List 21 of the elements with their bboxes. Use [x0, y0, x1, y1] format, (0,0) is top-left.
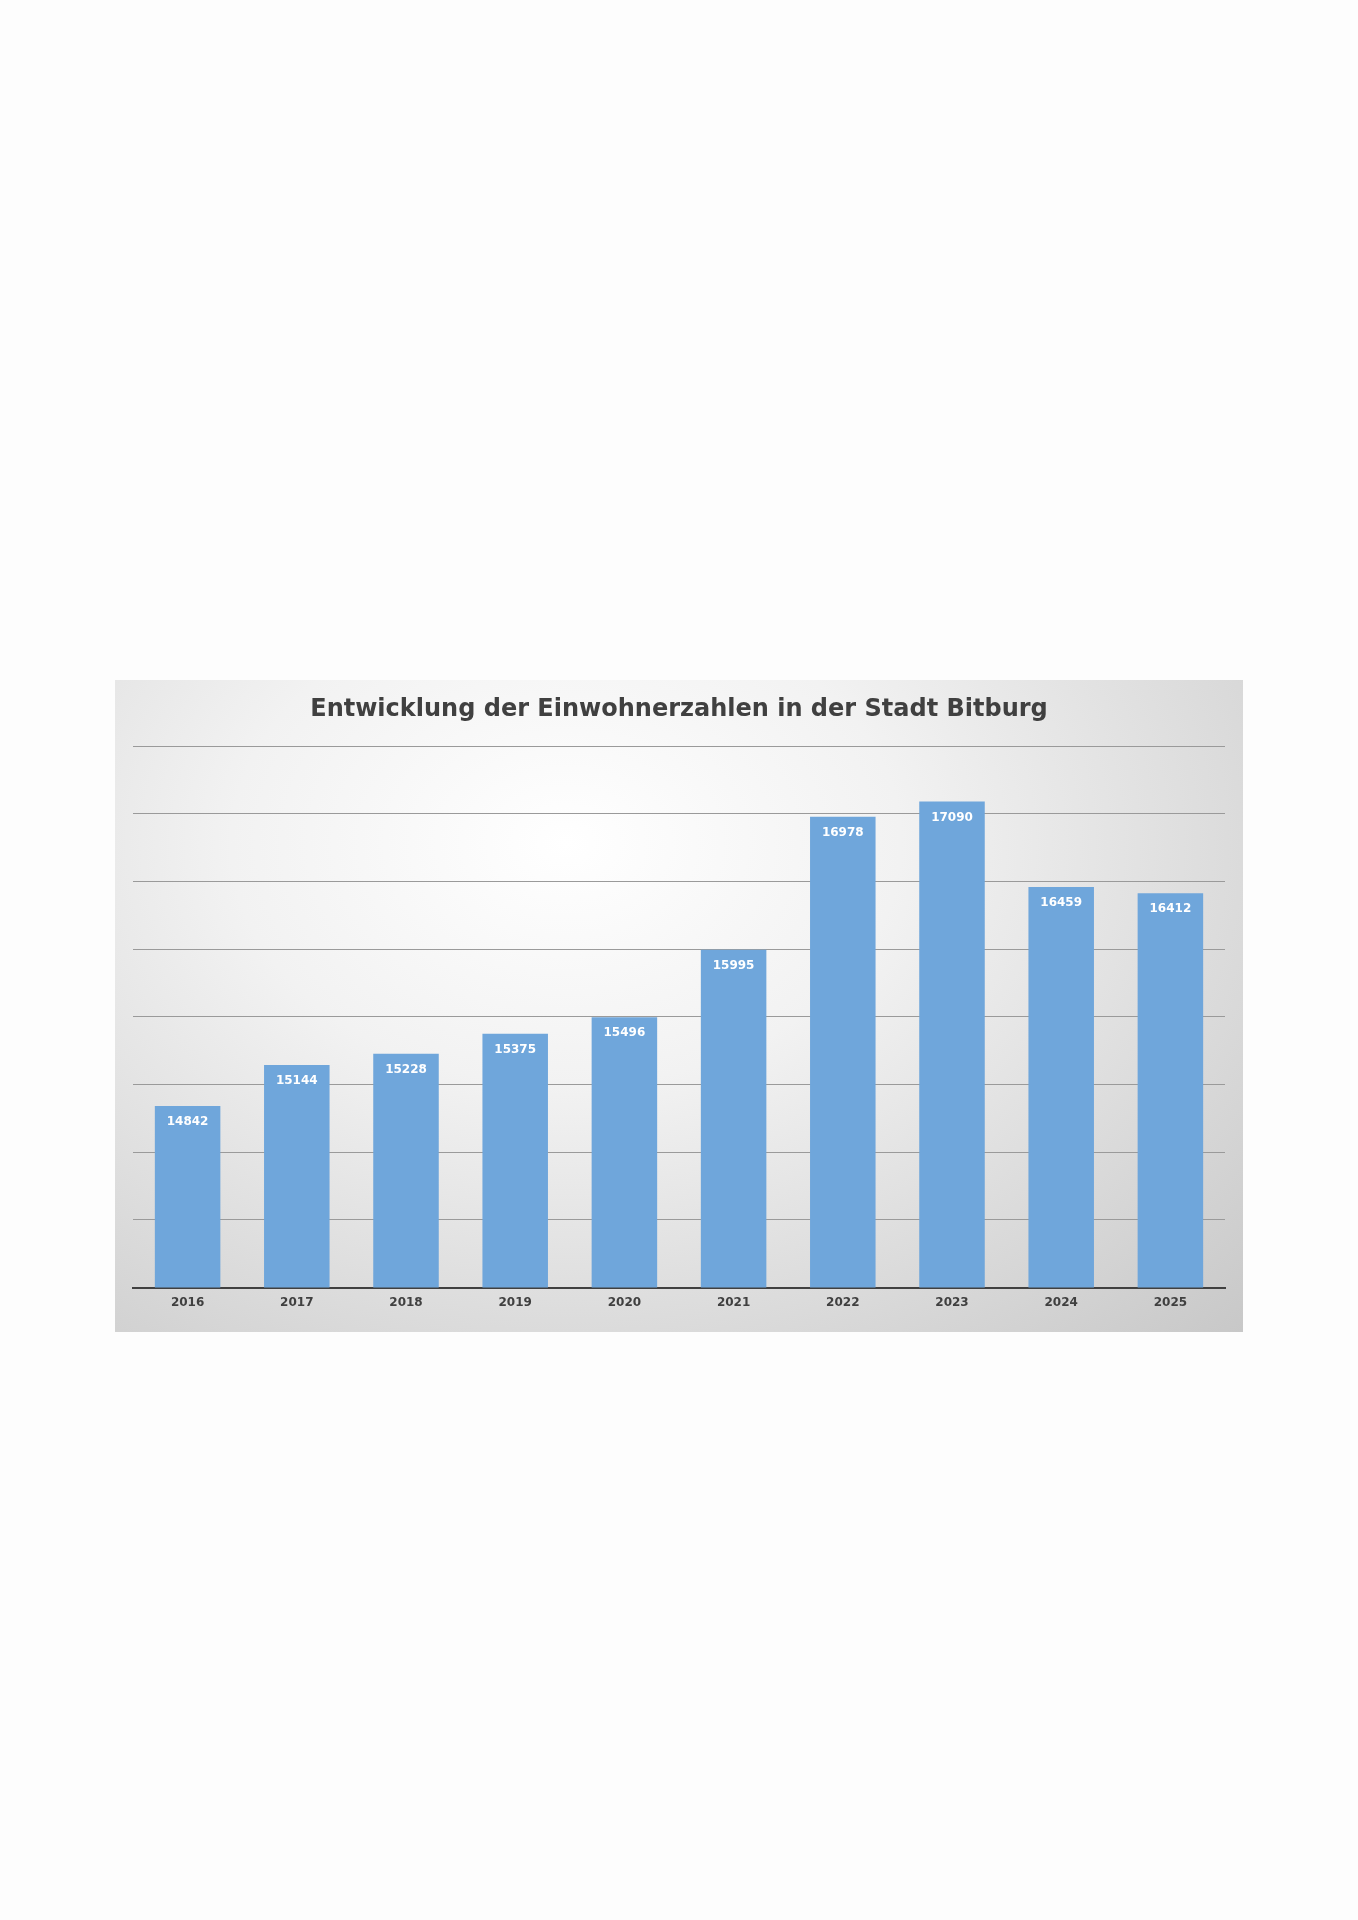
data-label: 15496: [603, 1025, 646, 1040]
data-label: 16412: [1149, 901, 1192, 916]
x-tick-label: 2023: [935, 1294, 969, 1309]
x-tick-label: 2017: [280, 1294, 314, 1309]
data-label: 16459: [1040, 895, 1083, 910]
chart-title: Entwicklung der Einwohnerzahlen in der Stadt Bitburg: [309, 694, 1049, 722]
data-label: 15144: [275, 1073, 318, 1088]
x-tick-label: 2025: [1153, 1294, 1188, 1309]
x-tick-label: 2019: [498, 1294, 532, 1309]
x-tick-label: 2024: [1044, 1294, 1078, 1309]
data-label: 17090: [931, 809, 973, 824]
data-label: 16978: [821, 824, 864, 839]
data-label: 14842: [166, 1114, 209, 1129]
x-tick-label: 2018: [389, 1294, 423, 1309]
data-label: 15228: [385, 1061, 427, 1076]
x-tick-label: 2021: [716, 1294, 751, 1309]
x-tick-label: 2016: [170, 1294, 205, 1309]
x-tick-label: 2022: [826, 1294, 860, 1309]
x-tick-label: 2020: [607, 1294, 642, 1309]
data-label: 15995: [712, 957, 755, 972]
data-label: 15375: [494, 1041, 537, 1056]
